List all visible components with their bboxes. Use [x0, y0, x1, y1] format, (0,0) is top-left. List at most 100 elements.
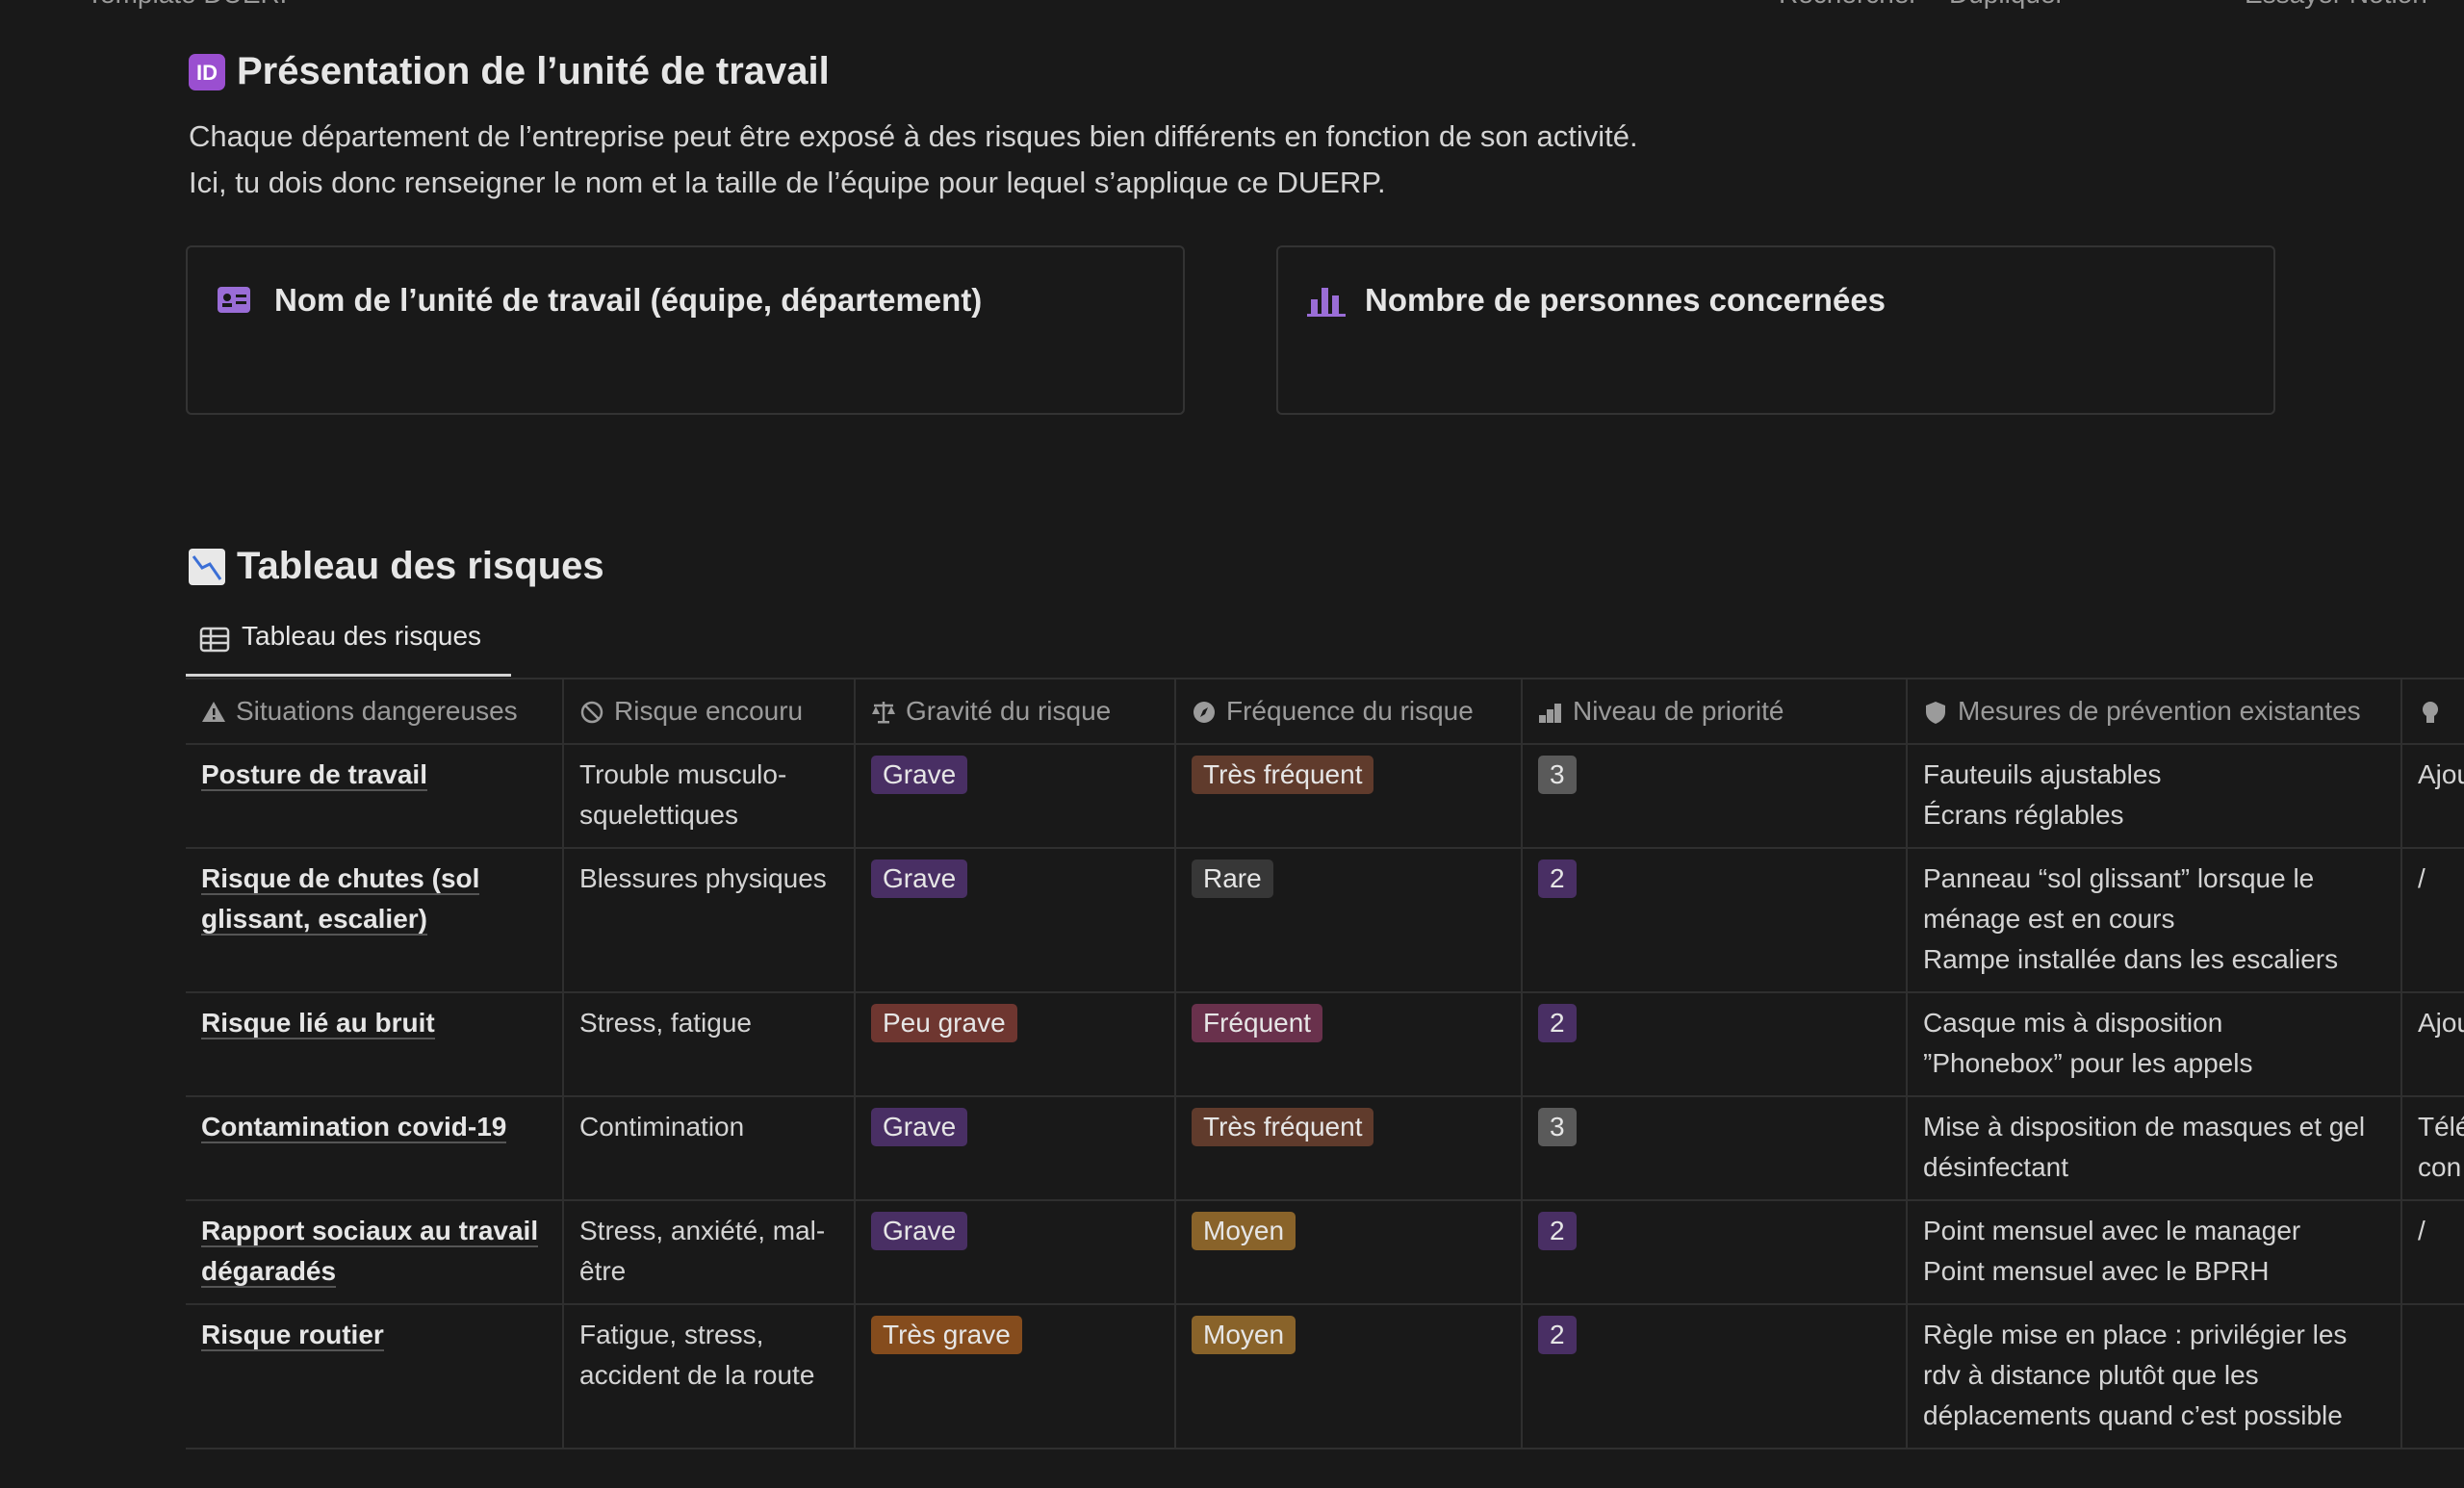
measure-line: Écrans réglables — [1923, 800, 2124, 830]
search-button[interactable]: Rechercher — [1779, 0, 1918, 10]
gravite-tag: Grave — [871, 1108, 968, 1146]
column-header-label: Niveau de priorité — [1573, 696, 1784, 726]
frequence-cell: Très fréquent — [1174, 1095, 1523, 1201]
situation-cell[interactable]: Risque routier — [186, 1303, 564, 1450]
column-icon — [872, 702, 895, 724]
frequence-tag: Fréquent — [1192, 1004, 1323, 1042]
situation-cell[interactable]: Contamination covid-19 — [186, 1095, 564, 1201]
column-icon — [2423, 702, 2438, 723]
measure-line: Mise à disposition de masques et gel dés… — [1923, 1112, 2366, 1182]
frequence-tag: Moyen — [1192, 1212, 1296, 1250]
gravite-cell: Grave — [854, 1199, 1176, 1305]
situation-cell[interactable]: Rapport sociaux au travail dégaradés — [186, 1199, 564, 1305]
risk-cell: Trouble musculo-squelettiques — [562, 743, 856, 849]
gravite-tag: Grave — [871, 756, 968, 794]
next-cell: Ajou — [2400, 991, 2464, 1097]
section-heading: Tableau des risques — [189, 545, 604, 588]
measures-cell: Point mensuel avec le manager Point mensu… — [1906, 1199, 2402, 1305]
column-header[interactable]: Gravité du risque — [854, 678, 1176, 745]
column-header[interactable] — [2400, 678, 2464, 745]
priorite-cell: 3 — [1521, 1095, 1908, 1201]
situation-text: Contamination covid-19 — [201, 1112, 507, 1143]
priorite-tag: 2 — [1538, 1004, 1577, 1042]
situation-cell[interactable]: Posture de travail — [186, 743, 564, 849]
frequence-cell: Fréquent — [1174, 991, 1523, 1097]
column-header[interactable]: Risque encouru — [562, 678, 856, 745]
next-line: / — [2418, 863, 2426, 893]
card[interactable]: Nom de l’unité de travail (équipe, dépar… — [186, 245, 1185, 415]
next-cell: / — [2400, 847, 2464, 993]
priorite-tag: 2 — [1538, 859, 1577, 898]
table-container: Situations dangereuses Risque encouru Grav… — [186, 678, 2464, 1450]
frequence-cell: Moyen — [1174, 1199, 1523, 1305]
column-header[interactable]: Situations dangereuses — [186, 678, 564, 745]
priorite-tag: 2 — [1538, 1212, 1577, 1250]
card-title: Nombre de personnes concernées — [1365, 282, 1886, 318]
table-row[interactable]: Risque routier Fatigue, stress, accident … — [186, 1303, 2464, 1450]
next-line: con — [2418, 1152, 2462, 1182]
next-line: Ajou — [2418, 759, 2464, 789]
table-row[interactable]: Posture de travail Trouble musculo-squele… — [186, 743, 2464, 849]
gravite-cell: Très grave — [854, 1303, 1176, 1450]
id-icon: ID — [189, 53, 225, 90]
frequence-tag: Moyen — [1192, 1316, 1296, 1354]
priorite-cell: 3 — [1521, 743, 1908, 849]
breadcrumb[interactable]: Template DUERP — [87, 0, 297, 10]
risk-cell: Contimination — [562, 1095, 856, 1201]
situation-cell[interactable]: Risque lié au bruit — [186, 991, 564, 1097]
next-line: / — [2418, 1216, 2426, 1245]
frequence-tag: Rare — [1192, 859, 1273, 898]
table-row[interactable]: Rapport sociaux au travail dégaradés Stre… — [186, 1199, 2464, 1305]
gravite-tag: Grave — [871, 1212, 968, 1250]
next-cell: Ajou — [2400, 743, 2464, 849]
priorite-cell: 2 — [1521, 847, 1908, 993]
description-line: Chaque département de l’entreprise peut … — [189, 119, 1638, 153]
gravite-tag: Très grave — [871, 1316, 1022, 1354]
duplicate-button[interactable]: Dupliquer — [1949, 0, 2065, 10]
risk-cell: Stress, anxiété, mal-être — [562, 1199, 856, 1305]
table-icon — [199, 627, 230, 653]
table-row[interactable]: Risque de chutes (sol glissant, escalier… — [186, 847, 2464, 993]
priorite-tag: 2 — [1538, 1316, 1577, 1354]
priorite-cell: 2 — [1521, 1199, 1908, 1305]
card[interactable]: Nombre de personnes concernées — [1276, 245, 2275, 415]
svg-text:ID: ID — [196, 61, 218, 85]
gravite-tag: Peu grave — [871, 1004, 1017, 1042]
risk-table: Situations dangereuses Risque encouru Grav… — [186, 678, 2464, 1450]
next-line: Télé — [2418, 1112, 2464, 1142]
situation-text: Rapport sociaux au travail dégaradés — [201, 1216, 539, 1288]
gravite-tag: Grave — [871, 859, 968, 898]
table-row[interactable]: Contamination covid-19 Contimination Grave… — [186, 1095, 2464, 1201]
tab-label: Tableau des risques — [242, 621, 482, 651]
column-header[interactable]: Mesures de prévention existantes — [1906, 678, 2402, 745]
next-cell: Télé con — [2400, 1095, 2464, 1201]
column-header[interactable]: Fréquence du risque — [1174, 678, 1523, 745]
next-cell — [2400, 1303, 2464, 1450]
section-heading: ID Présentation de l’unité de travail — [189, 50, 830, 93]
risk-cell: Stress, fatigue — [562, 991, 856, 1097]
gravite-cell: Grave — [854, 743, 1176, 849]
column-header-label: Risque encouru — [614, 696, 804, 726]
view-tab[interactable]: Tableau des risques — [186, 621, 511, 677]
situation-text: Risque lié au bruit — [201, 1008, 435, 1039]
card-icon — [218, 287, 250, 313]
table-row[interactable]: Risque lié au bruit Stress, fatigue Peu gr… — [186, 991, 2464, 1097]
situation-cell[interactable]: Risque de chutes (sol glissant, escalier… — [186, 847, 564, 993]
next-cell: / — [2400, 1199, 2464, 1305]
measures-cell: Règle mise en place : privilégier les rd… — [1906, 1303, 2402, 1450]
risk-cell: Blessures physiques — [562, 847, 856, 993]
heading-text: Présentation de l’unité de travail — [237, 50, 830, 92]
measures-cell: Mise à disposition de masques et gel dés… — [1906, 1095, 2402, 1201]
situation-text: Posture de travail — [201, 759, 427, 791]
header-row: Situations dangereuses Risque encouru Grav… — [186, 678, 2464, 745]
column-header[interactable]: Niveau de priorité — [1521, 678, 1908, 745]
measure-line: ”Phonebox” pour les appels — [1923, 1048, 2253, 1078]
table-body: Posture de travail Trouble musculo-squele… — [186, 743, 2464, 1450]
column-icon — [1539, 704, 1561, 723]
gravite-cell: Grave — [854, 1095, 1176, 1201]
try-notion-button[interactable]: Essayer Notion — [2245, 0, 2427, 10]
frequence-tag: Très fréquent — [1192, 1108, 1374, 1146]
card-title: Nom de l’unité de travail (équipe, dépar… — [274, 282, 983, 318]
measures-cell: Casque mis à disposition ”Phonebox” pour … — [1906, 991, 2402, 1097]
